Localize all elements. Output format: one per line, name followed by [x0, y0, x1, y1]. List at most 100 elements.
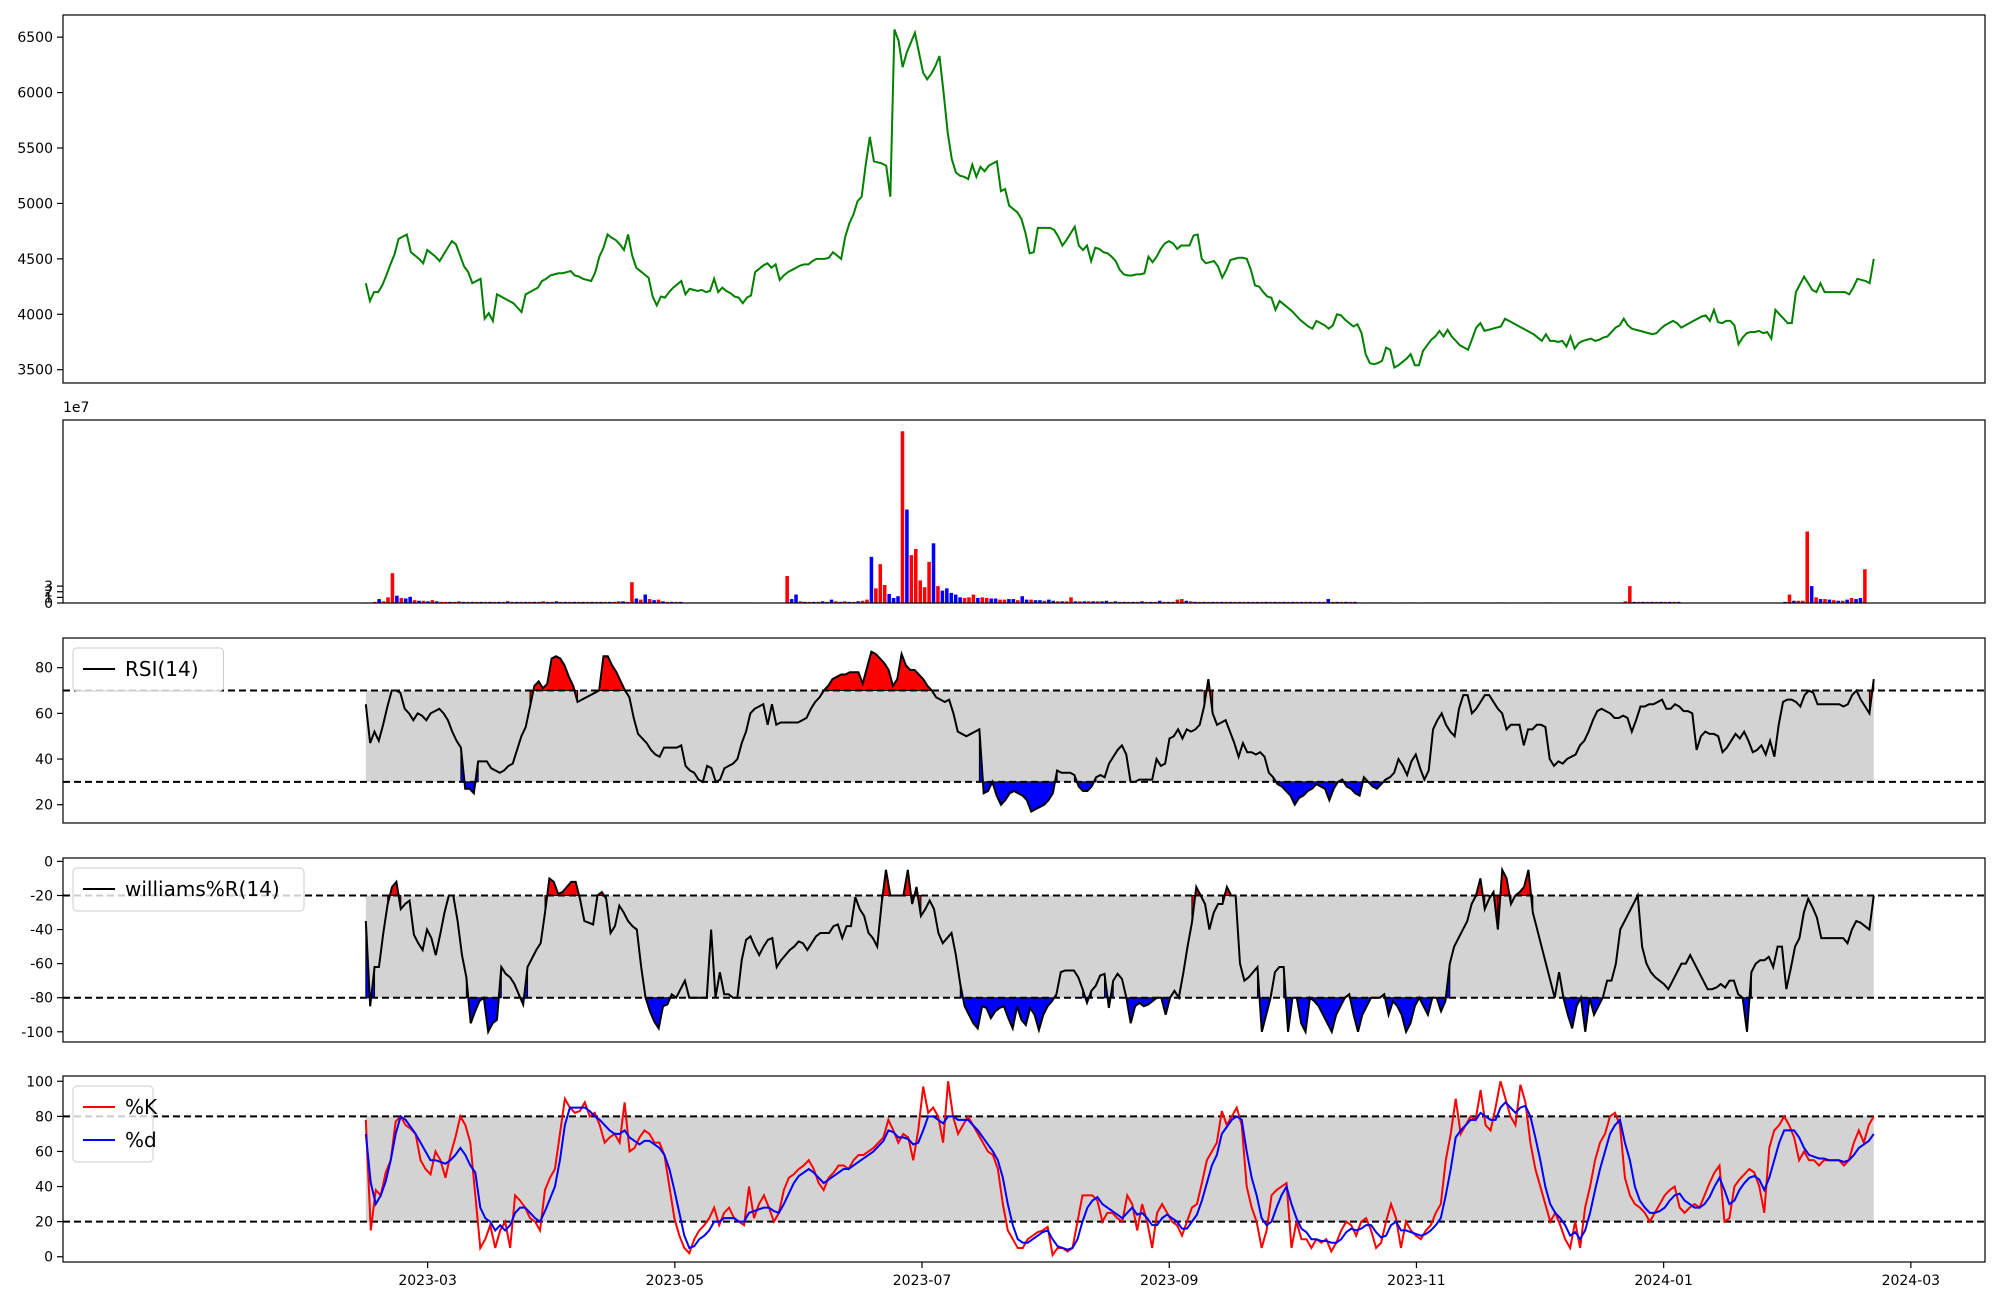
volume-bar [554, 601, 559, 603]
volume-bar [1060, 601, 1064, 603]
volume-bar [1801, 600, 1805, 603]
volume-bar [971, 594, 976, 603]
williams-axes-frame [62, 857, 1986, 1043]
volume-bar [426, 601, 430, 603]
volume-bar [1796, 600, 1801, 603]
volume-bar [1787, 594, 1792, 603]
volume-bar [1623, 601, 1628, 603]
y-tick-label: 100 [26, 1074, 53, 1090]
volume-bar [457, 601, 461, 603]
y-tick-label: 20 [35, 1215, 53, 1231]
volume-bar [1805, 531, 1810, 603]
volume-bar [856, 601, 860, 603]
volume-bar [962, 597, 967, 603]
volume-bar [1326, 599, 1331, 603]
volume-bar [918, 580, 922, 603]
volume-bar [900, 431, 905, 603]
stochastic-axes-frame [62, 1075, 1986, 1263]
volume-bar [1840, 600, 1845, 603]
volume-bar [891, 597, 896, 603]
stochastic-panel [63, 1080, 1985, 1258]
volume-bar [945, 588, 949, 603]
volume-bar [820, 601, 825, 603]
x-tick-label: 2024-01 [1634, 1273, 1693, 1289]
volume-bar [1042, 600, 1047, 603]
volume-bar [403, 598, 408, 603]
volume-bar [789, 599, 794, 603]
volume-bar [1082, 601, 1087, 603]
price-axes-frame [62, 14, 1986, 384]
volume-bar [1823, 599, 1827, 603]
volume-bar [993, 598, 998, 603]
volume-bar [1064, 601, 1069, 603]
y-tick-label: 5500 [17, 141, 53, 157]
rsi-axes-frame [62, 637, 1986, 824]
volume-bar [1184, 600, 1189, 603]
volume-bar [1091, 601, 1095, 603]
volume-bar [860, 600, 865, 603]
volume-bar [1095, 601, 1100, 603]
volume-bar [541, 601, 545, 603]
volume-bar [785, 575, 789, 603]
volume-bar [967, 597, 971, 603]
volume-bar [794, 594, 798, 603]
-k-series-line [364, 1080, 1875, 1258]
volume-bar [1845, 599, 1849, 603]
volume-bar [1140, 601, 1144, 603]
volume-panel [364, 431, 1867, 604]
volume-bar [1100, 601, 1104, 603]
y-tick-label: 5000 [17, 196, 53, 212]
y-tick-label: 60 [35, 706, 53, 722]
volume-bar [643, 594, 648, 603]
legend-label: williams%R(14) [125, 877, 280, 901]
volume-bar [909, 555, 914, 603]
volume-bar [630, 582, 634, 603]
legend-label: %d [125, 1128, 157, 1152]
volume-bar [377, 599, 381, 603]
volume-bar [656, 599, 661, 603]
volume-bar [381, 601, 386, 603]
volume-bar [1849, 597, 1854, 603]
volume-bar [639, 599, 643, 603]
volume-bar [1038, 600, 1042, 603]
volume-bar [940, 590, 945, 603]
y-tick-label: 0 [44, 596, 53, 612]
volume-bar [1055, 601, 1060, 603]
y-tick-label: 80 [35, 661, 53, 677]
y-tick-label: -40 [30, 923, 53, 939]
x-tick-label: 2023-05 [646, 1273, 705, 1289]
volume-bar [661, 601, 665, 603]
rsi-14--series-line [364, 650, 1875, 813]
volume-bar [882, 584, 887, 603]
y-tick-label: 4500 [17, 252, 53, 268]
volume-bar [417, 600, 421, 603]
x-tick-label: 2023-09 [1140, 1273, 1199, 1289]
volume-bar [1011, 599, 1016, 603]
volume-bar [1073, 601, 1078, 603]
y-tick-label: 1 [44, 590, 53, 606]
volume-bar [869, 556, 874, 603]
volume-bar [931, 543, 936, 603]
x-tick-label: 2023-07 [893, 1273, 952, 1289]
volume-bar [1863, 569, 1867, 603]
y-tick-label: 3500 [17, 363, 53, 379]
volume-bar [386, 597, 390, 603]
legend-box [72, 1085, 154, 1163]
volume-bar [998, 599, 1002, 603]
legend-box [72, 647, 224, 692]
threshold-band [365, 895, 1874, 998]
volume-bar [412, 600, 417, 603]
y-tick-label: 6000 [17, 86, 53, 102]
volume-bar [1175, 599, 1180, 603]
volume-bar [408, 596, 412, 603]
volume-bar [634, 598, 639, 603]
volume-bar [984, 597, 989, 603]
volume-bar [652, 600, 656, 603]
volume-bar [953, 594, 958, 603]
volume-bar [1814, 597, 1818, 603]
volume-bar [927, 561, 931, 603]
volume-bar [1020, 596, 1024, 603]
y-tick-label: 4000 [17, 307, 53, 323]
volume-bar [390, 573, 395, 603]
